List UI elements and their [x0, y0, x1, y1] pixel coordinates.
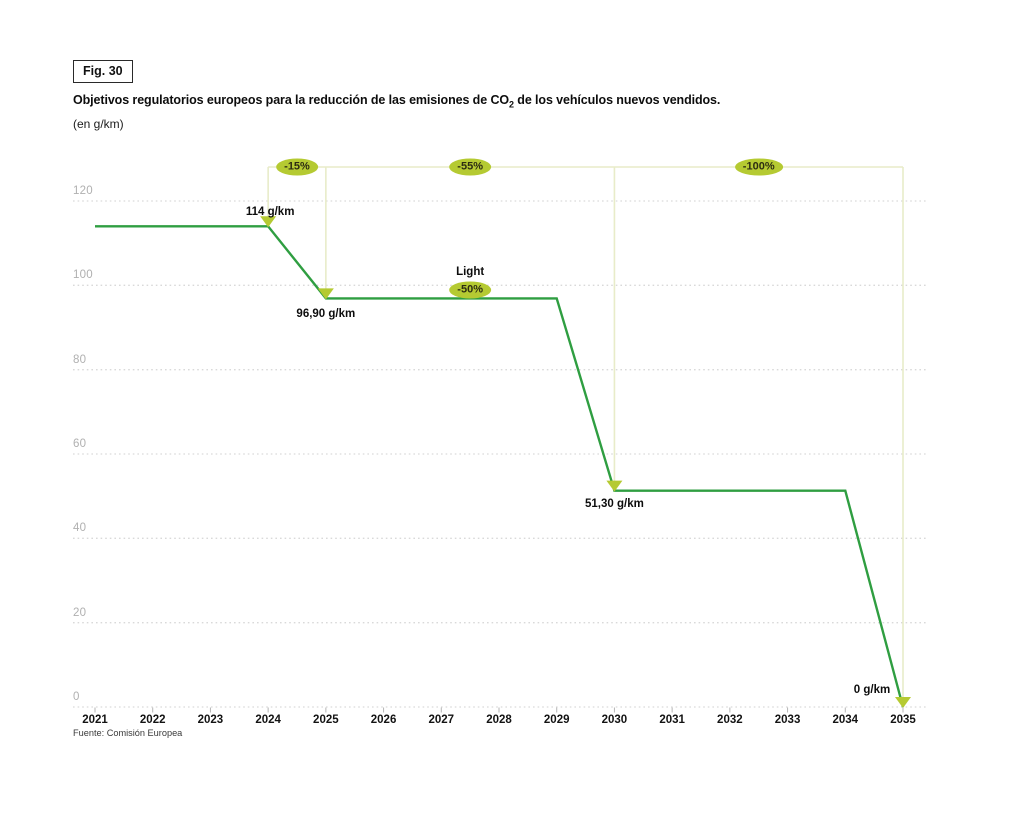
co2-subscript: 2 — [509, 99, 514, 110]
drop-marker-icon — [895, 697, 911, 708]
figure-title-text: Objetivos regulatorios europeos para la … — [73, 93, 509, 107]
x-tick-label: 2029 — [543, 714, 570, 726]
y-tick-label: 120 — [73, 185, 93, 197]
x-tick-label: 2021 — [82, 714, 108, 726]
x-tick-label: 2026 — [370, 714, 397, 726]
figure-subtitle: (en g/km) — [73, 117, 124, 131]
point-label: 114 g/km — [245, 206, 295, 219]
y-tick-label: 40 — [73, 522, 87, 535]
y-tick-label: 60 — [73, 438, 87, 450]
x-tick-label: 2022 — [139, 714, 166, 726]
drop-marker-icon — [260, 216, 277, 228]
x-tick-label: 2031 — [659, 714, 685, 726]
x-tick-label: 2025 — [313, 714, 339, 726]
point-label: 96,90 g/km — [296, 308, 356, 321]
x-tick-label: 2023 — [197, 714, 224, 726]
x-tick-label: 2030 — [601, 714, 628, 726]
x-tick-label: 2027 — [428, 714, 455, 726]
reduction-badge: -15% — [276, 158, 318, 176]
x-tick-label: 2035 — [890, 714, 916, 726]
x-tick-label: 2033 — [774, 714, 801, 726]
drop-marker-icon — [317, 288, 334, 300]
reduction-badge: -100% — [734, 158, 783, 176]
y-tick-label: 80 — [73, 353, 87, 366]
figure-title-tail: de los vehículos nuevos vendidos. — [513, 93, 721, 107]
light-badge-title: Light — [456, 265, 485, 278]
point-label: 51,30 g/km — [585, 497, 644, 510]
figure-number: Fig. 30 — [83, 64, 123, 78]
figure-number-badge: Fig. 30 — [73, 60, 133, 83]
y-tick-label: 100 — [73, 269, 93, 282]
point-label: 0 g/km — [853, 684, 891, 696]
x-tick-label: 2028 — [486, 714, 512, 726]
x-tick-label: 2032 — [717, 714, 743, 726]
reduction-badge: -55% — [449, 158, 491, 176]
source-note: Fuente: Comisión Europea — [73, 728, 183, 738]
drop-marker-icon — [606, 480, 623, 492]
emissions-line — [95, 225, 905, 708]
y-tick-label: 0 — [73, 691, 80, 703]
reduction-badge: -50% — [449, 281, 491, 299]
figure-title: Objetivos regulatorios europeos para la … — [73, 93, 721, 110]
x-tick-label: 2034 — [832, 714, 859, 726]
x-tick-label: 2024 — [255, 714, 281, 726]
y-tick-label: 20 — [73, 606, 87, 619]
